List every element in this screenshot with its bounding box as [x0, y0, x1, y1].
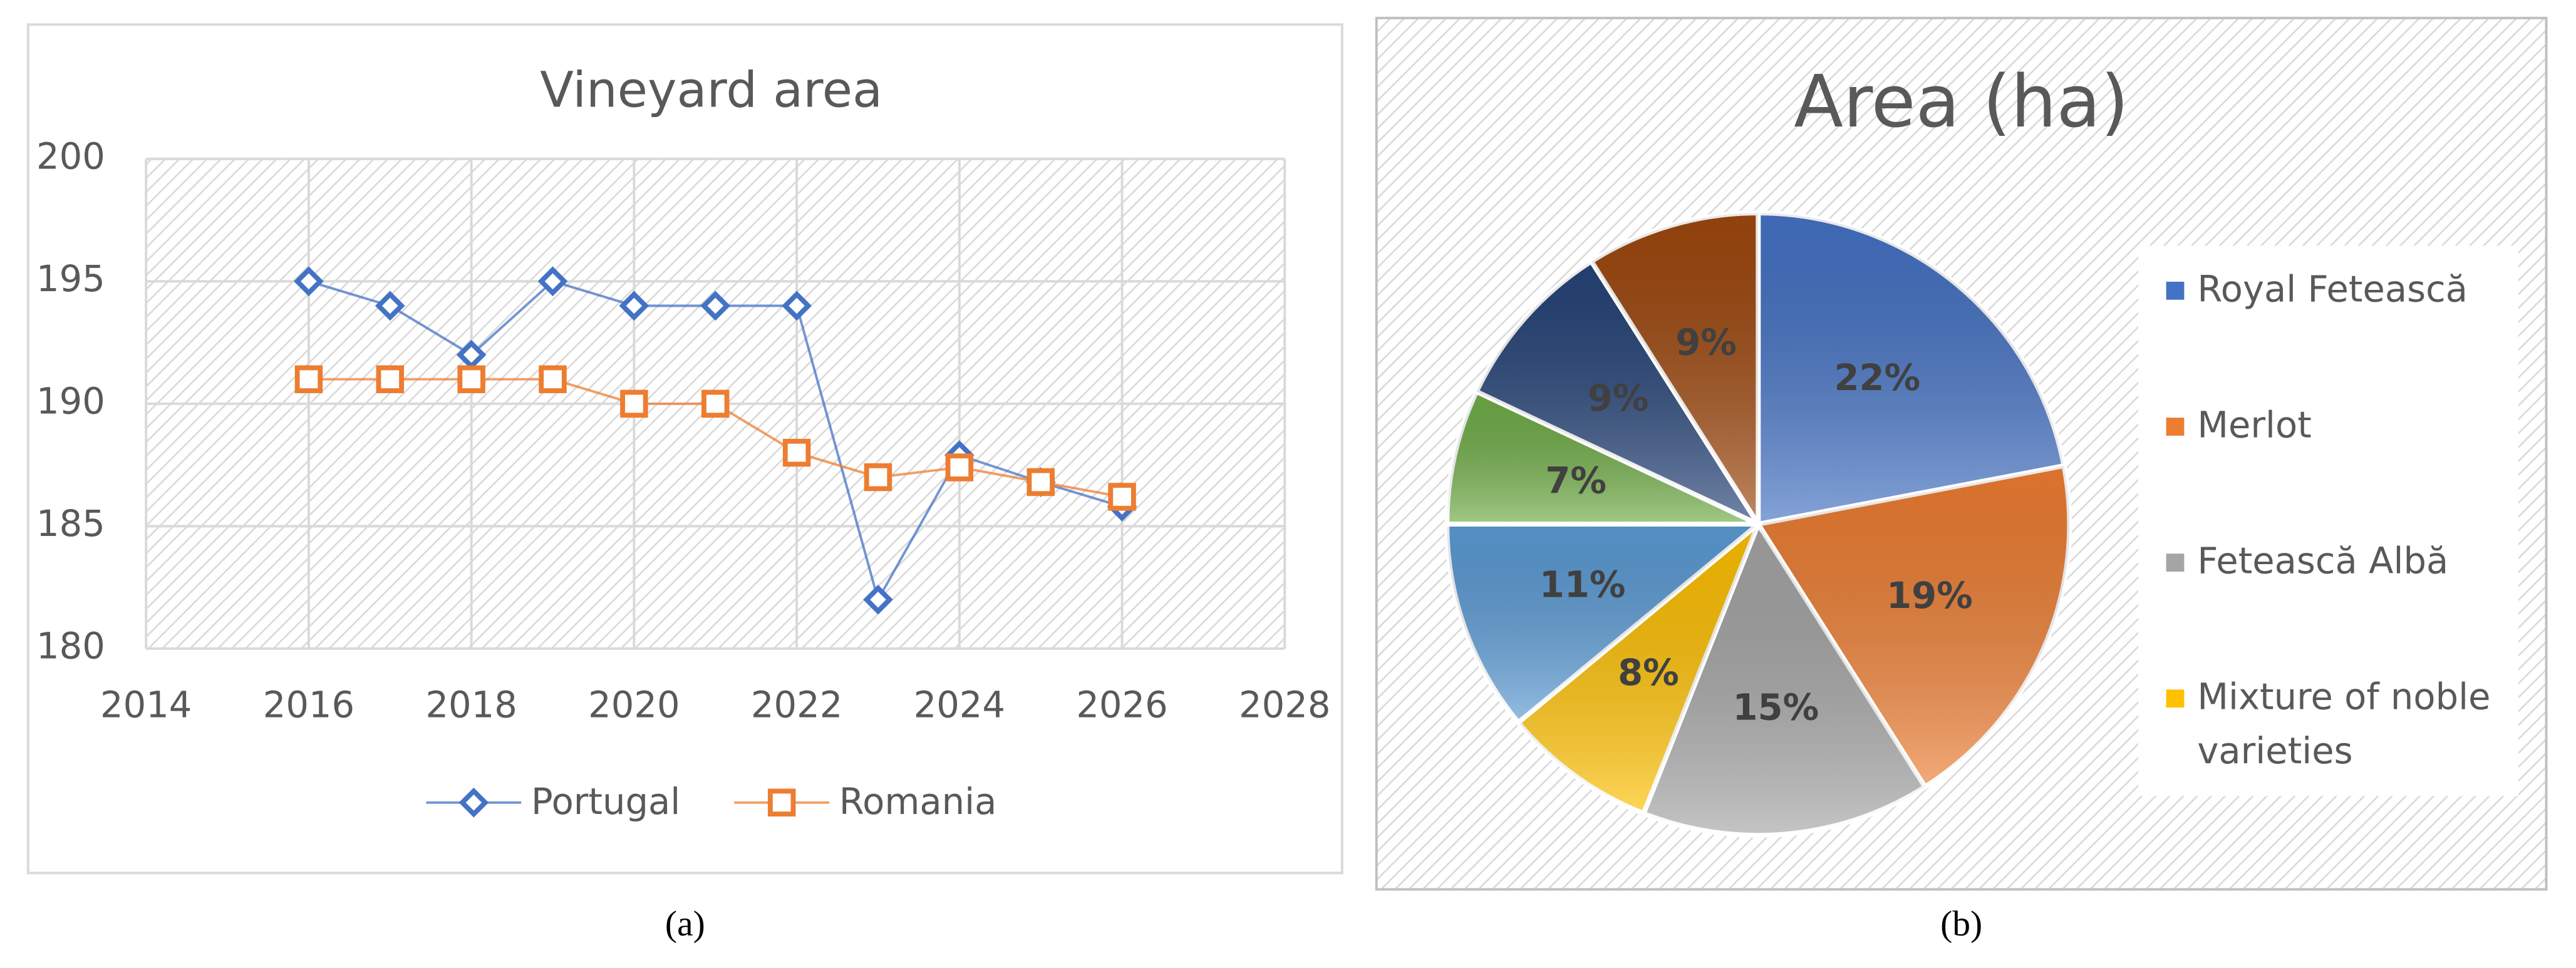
marker — [782, 291, 812, 321]
legend-label-box: Merlot — [2197, 406, 2312, 448]
legend-swatch — [2166, 554, 2185, 572]
marker — [863, 584, 893, 615]
y-tick-label: 195 — [36, 258, 105, 300]
data-label: 8% — [1618, 652, 1679, 694]
data-label: 11% — [1539, 564, 1626, 606]
legend-swatch — [2166, 689, 2185, 708]
marker — [767, 788, 796, 817]
slice-shade — [1518, 524, 1759, 814]
legend-label: Mixture of noble varieties — [2197, 677, 2491, 773]
legend-label-box: Mixture of noble varieties — [2197, 677, 2491, 773]
marker — [537, 266, 568, 297]
legend-label-box: Fetească Albă — [2197, 542, 2449, 584]
y-tick-label: 200 — [36, 135, 105, 177]
marker — [457, 365, 485, 393]
caption: (a) — [665, 904, 705, 944]
slice-shade — [1591, 213, 1759, 525]
data-label: 15% — [1732, 687, 1819, 729]
x-tick-label: 2028 — [1239, 684, 1330, 726]
x-tick-label: 2022 — [751, 684, 842, 726]
legend-swatch — [2166, 418, 2185, 436]
slice-shade — [1476, 261, 1759, 525]
y-tick-label: 180 — [36, 626, 105, 667]
marker — [1108, 483, 1136, 511]
legend-label: Royal Fetească — [2197, 270, 2468, 312]
legend-label: Fetească Albă — [2197, 542, 2449, 584]
marker — [782, 438, 811, 467]
marker — [945, 453, 974, 481]
chart-title: Area (ha) — [1794, 60, 2129, 144]
data-label: 9% — [1675, 321, 1737, 363]
y-tick-label: 190 — [36, 380, 105, 422]
x-tick-label: 2018 — [425, 684, 517, 726]
data-label: 22% — [1834, 357, 1920, 399]
slice-shade — [1447, 391, 1759, 525]
slice-shade — [1447, 524, 1759, 723]
data-label: 19% — [1886, 575, 1973, 617]
legend-label: Romania — [839, 781, 997, 823]
x-tick-label: 2014 — [100, 684, 192, 726]
legend-swatch — [2166, 281, 2185, 300]
y-tick-label: 185 — [36, 503, 105, 545]
marker — [1027, 468, 1055, 497]
x-tick-label: 2026 — [1076, 684, 1167, 726]
legend-label: Merlot — [2197, 406, 2312, 448]
marker — [458, 787, 489, 818]
marker — [701, 389, 730, 418]
marker — [539, 365, 567, 393]
legend-label: Portugal — [531, 781, 680, 823]
marker — [620, 389, 648, 418]
data-label: 9% — [1588, 378, 1649, 420]
chart-title: Vineyard area — [540, 61, 882, 119]
marker — [700, 291, 731, 321]
x-tick-label: 2024 — [914, 684, 1005, 726]
slice-shade — [1758, 465, 2070, 787]
marker — [376, 365, 405, 393]
marker — [864, 463, 892, 492]
marker — [619, 291, 649, 321]
legend-label-box: Royal Fetească — [2197, 270, 2468, 312]
marker — [375, 291, 405, 321]
x-tick-label: 2016 — [263, 684, 354, 726]
x-tick-label: 2020 — [588, 684, 680, 726]
marker — [294, 266, 324, 297]
legend-box — [2138, 245, 2519, 796]
slice-shade — [1643, 524, 1925, 836]
slice-shade — [1758, 213, 2064, 525]
data-label: 7% — [1545, 460, 1606, 502]
caption: (b) — [1940, 904, 1982, 944]
marker — [294, 365, 323, 393]
